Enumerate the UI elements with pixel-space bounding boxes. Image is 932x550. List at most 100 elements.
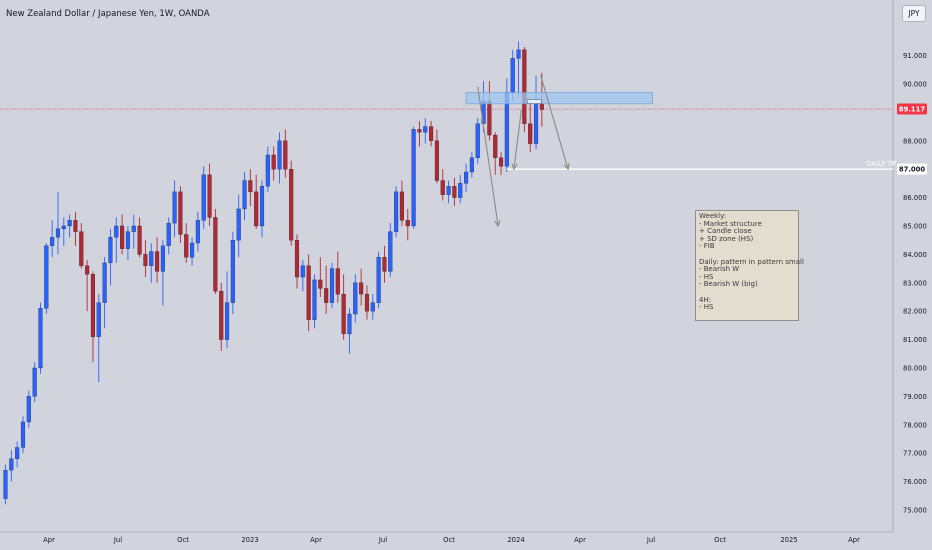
arrow-head [511,163,518,171]
current-price-tag: 89.117 [899,106,925,114]
candle-body [399,191,404,221]
price-tick-label: 90.000 [903,80,927,88]
candle-body [224,302,230,340]
candle-body [388,231,393,272]
candle-body [213,217,218,292]
candle-body [417,129,422,133]
time-tick-label: Apr [310,536,322,544]
analysis-note[interactable]: Weekly: - Market structure + Candle clos… [695,210,804,321]
price-tick-label: 78.000 [903,421,927,429]
candle-body [9,458,14,471]
candle-body [90,274,96,337]
time-tick-label: Apr [848,536,860,544]
price-tick-label: 88.000 [903,137,927,145]
candle-body [335,268,340,295]
candle-body [195,220,200,244]
candle-body [329,268,335,303]
candle-body [364,293,370,312]
note-line: - HS [699,303,714,312]
price-tick-label: 91.000 [903,52,927,60]
candle-body [464,171,469,184]
note-line: - Bearish W [699,265,740,274]
time-tick-label: Apr [43,536,55,544]
note-line: - FIB [699,242,715,251]
candle-body [32,367,37,397]
price-tick-label: 77.000 [903,450,927,458]
candle-body [178,191,183,235]
price-tick-label: 75.000 [903,506,927,514]
note-line: - HS [699,272,714,281]
candle-body [376,257,381,303]
arrow-line [540,75,569,170]
candle-body [120,225,125,249]
note-line: Weekly: [699,212,727,220]
time-tick-label: Oct [443,536,455,544]
price-tick-label: 80.000 [903,364,927,372]
candle-body [533,103,539,144]
candle-body [20,421,26,448]
candle-body [429,126,434,141]
price-tick-label: 82.000 [903,308,927,316]
price-tick-label: 84.000 [903,251,927,259]
time-tick-label: Oct [177,536,189,544]
candle-body [306,265,311,320]
candle-body [131,225,136,232]
candle-body [528,123,533,144]
candle-body [79,231,84,266]
price-tick-label: 79.000 [903,393,927,401]
price-tick-label: 85.000 [903,222,927,230]
tp-price-tag: 87.000 [899,166,925,174]
candle-body [539,103,544,110]
candle-body [283,140,288,170]
candle-body [271,154,276,170]
candle-body [108,237,113,264]
candle-body [248,180,253,193]
candle-body [207,174,212,218]
candle-body [155,251,160,272]
candle-body [475,123,480,158]
note-line: - Market structure [699,219,762,228]
candle-body [236,208,241,241]
note-line: 4H: [699,295,712,304]
candle-body [434,140,439,181]
candle-body [487,100,492,136]
candle-body [230,240,235,303]
candle-body [458,183,463,198]
candle-body [353,282,358,315]
candle-body [26,396,31,423]
arrow-line [477,86,499,227]
candle-body [493,134,498,158]
candle-body [347,313,352,335]
candle-body [452,186,457,198]
price-tick-label: 76.000 [903,478,927,486]
candle-body [324,288,329,303]
candle-body [190,242,195,258]
price-tick-label: 83.000 [903,279,927,287]
candle-body [15,447,20,459]
candle-body [394,191,399,232]
time-tick-label: Jul [378,536,387,544]
time-tick-label: Jul [646,536,655,544]
candle-body [172,191,177,224]
arrow-head [494,220,501,228]
candle-body [149,251,154,266]
candle-body [125,231,130,249]
current-price-tag-bg [897,103,927,115]
candle-body [370,302,375,312]
candle-body [38,308,43,369]
candle-body [265,154,270,187]
time-tick-label: 2024 [507,536,524,544]
candle-body [289,169,294,241]
chart-title: New Zealand Dollar / Japanese Yen, 1W, O… [6,9,210,19]
candle-body [294,240,300,278]
candle-body [277,140,282,170]
price-tick-label: 86.000 [903,194,927,202]
note-line: + SD zone (HS) [699,234,754,243]
currency-button[interactable]: JPY [902,5,926,22]
time-tick-label: 2025 [780,536,797,544]
time-tick-label: Oct [714,536,726,544]
candle-body [446,186,451,195]
candle-body [498,157,504,167]
